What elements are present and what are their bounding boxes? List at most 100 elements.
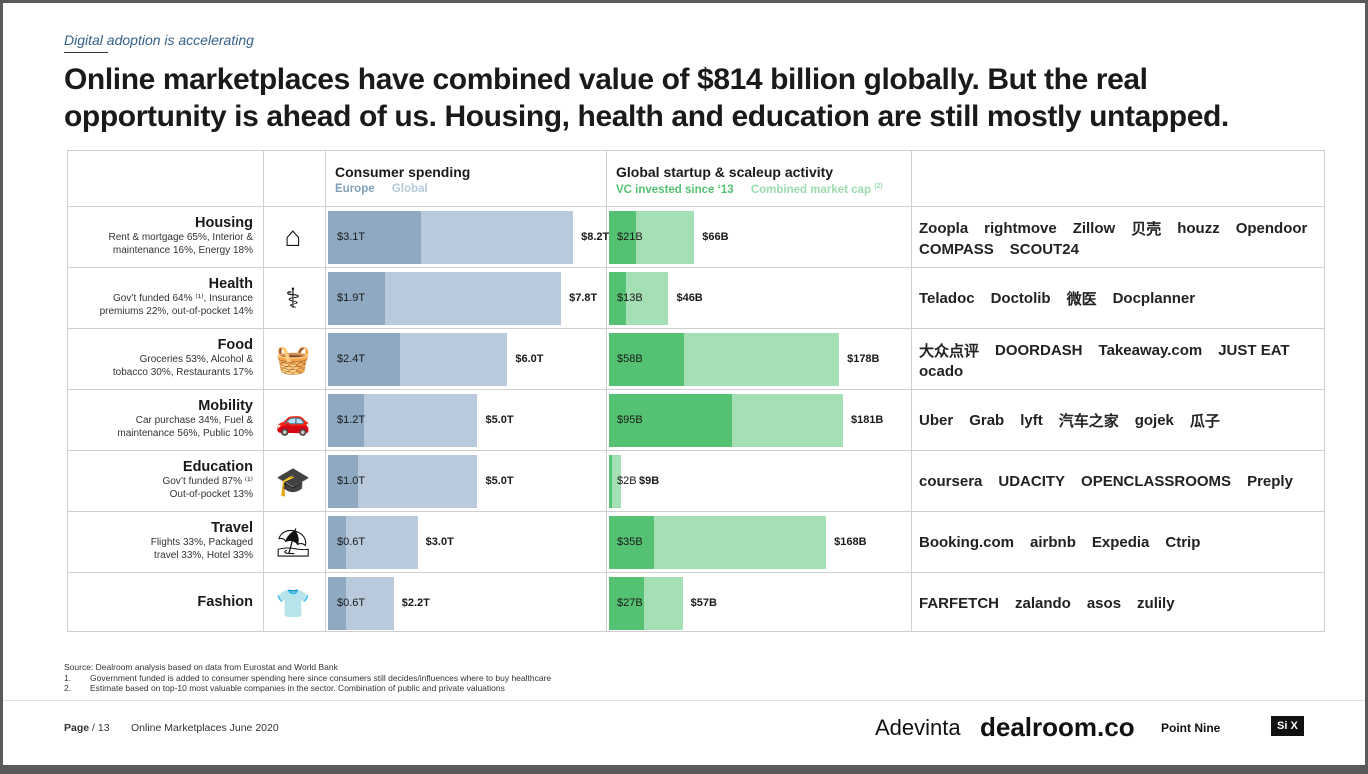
table-row: Food Groceries 53%, Alcohol & tobacco 30%,…	[67, 329, 1325, 390]
company-logo: Expedia	[1091, 534, 1150, 551]
footnote-source: Source: Dealroom analysis based on data …	[64, 662, 338, 672]
footnotes: Source: Dealroom analysis based on data …	[64, 662, 551, 694]
label-vc-value: $95B	[617, 414, 643, 426]
table-divider-icon	[263, 150, 264, 632]
legend-market-cap-label: Combined market cap	[750, 183, 871, 196]
footnote-2: 2. Estimate based on top-10 most valuable…	[64, 683, 551, 694]
category-description: Gov’t funded 64% ⁽¹⁾, Insurance premiums …	[71, 293, 253, 318]
bar-vc-invested-education	[609, 455, 612, 508]
bar-vc-invested-food	[609, 333, 684, 386]
table-border-left	[67, 150, 68, 632]
footnote-1-number: 1.	[64, 672, 72, 683]
consumer-spending-header: Consumer spending Europe Global	[335, 164, 470, 195]
category-description: Gov’t funded 87% ⁽¹⁾ Out-of-pocket 13%	[71, 476, 253, 501]
company-logo: 微医	[1066, 291, 1097, 308]
document-title: Online Marketplaces June 2020	[131, 722, 279, 734]
company-logo: 贝壳	[1131, 220, 1162, 238]
table-border-right	[1324, 150, 1325, 632]
category-name: Mobility	[198, 398, 253, 414]
row-divider	[67, 328, 1325, 329]
label-europe-value: $1.9T	[337, 292, 366, 304]
company-logo: Ctrip	[1165, 534, 1201, 551]
row-divider	[67, 267, 1325, 268]
company-logo: Zoopla	[919, 219, 969, 237]
six-logo: Si X	[1271, 716, 1304, 736]
category-description: Groceries 53%, Alcohol & tobacco 30%, Res…	[71, 354, 253, 379]
company-logo: ocado	[919, 362, 964, 380]
label-europe-value: $2.4T	[337, 353, 366, 365]
company-logo: Grab	[969, 412, 1005, 429]
company-logos: 大众点评 DOORDASH Takeaway.com JUST EAT ocado	[915, 329, 1323, 390]
kicker: Digital adoption is accelerating	[64, 32, 254, 48]
footer-separator	[3, 700, 1365, 701]
label-market-cap-value: $168B	[834, 536, 867, 548]
table-border-bottom	[67, 631, 1325, 632]
bar-europe-food	[328, 333, 400, 386]
category-description-line-1: Rent & mortgage 65%, Interior &	[108, 232, 253, 243]
label-vc-value: $13B	[617, 292, 643, 304]
table-row: Travel Flights 33%, Packaged travel 33%, H…	[67, 512, 1325, 573]
category-description: Flights 33%, Packaged travel 33%, Hotel 3…	[71, 537, 253, 562]
company-logo: OPENCLASSROOMS	[1081, 473, 1232, 490]
startup-activity-title: Global startup & scaleup activity	[616, 164, 834, 180]
legend-europe: Europe	[335, 183, 375, 195]
label-europe-value: $0.6T	[337, 597, 366, 609]
company-logo: Takeaway.com	[1098, 341, 1203, 359]
legend-market-cap: Combined market cap (2)	[750, 183, 883, 196]
company-logo: zalando	[1015, 595, 1071, 612]
company-logo: Opendoor	[1235, 219, 1308, 237]
adevinta-logo: Adevinta	[875, 715, 961, 740]
company-logo: DOORDASH	[995, 341, 1083, 359]
label-europe-value: $3.1T	[337, 231, 366, 243]
label-europe-value: $0.6T	[337, 536, 366, 548]
bar-europe-mobility	[328, 394, 364, 447]
label-global-value: $8.2T	[581, 231, 610, 243]
doctor-icon: ⚕	[285, 282, 301, 314]
company-logo: FARFETCH	[919, 595, 999, 612]
company-logo: Preply	[1247, 473, 1293, 490]
company-logo: UDACITY	[998, 473, 1066, 490]
legend-market-cap-note: (2)	[874, 183, 883, 190]
bar-europe-health	[328, 272, 385, 325]
category-description-line-1: Groceries 53%, Alcohol &	[139, 354, 253, 365]
label-market-cap-value: $46B	[676, 292, 703, 304]
company-logo: 大众点评	[919, 342, 980, 360]
category-description-line-2: Out-of-pocket 13%	[169, 488, 253, 500]
table-row: Fashion 👕 $0.6T $2.2T $27B $57B FARFETCH zaland…	[67, 573, 1325, 634]
house-icon: ⌂	[284, 221, 302, 252]
label-europe-value: $1.0T	[337, 475, 366, 487]
label-vc-value: $35B	[617, 536, 643, 548]
label-vc-value: $2B	[617, 475, 637, 487]
category-description: Car purchase 34%, Fuel & maintenance 56%,…	[71, 415, 253, 440]
company-logo: SCOUT24	[1009, 240, 1079, 258]
company-logo: Teladoc	[919, 290, 975, 307]
label-market-cap-value: $9B	[639, 475, 660, 487]
category-name: Education	[182, 459, 253, 475]
category-description-line-2: travel 33%, Hotel 33%	[154, 549, 253, 561]
car-icon: 🚗	[275, 404, 311, 436]
category-description-line-1: Gov’t funded 87% ⁽¹⁾	[162, 476, 253, 487]
category-description-line-1: Car purchase 34%, Fuel &	[135, 415, 253, 426]
category-description-line-2: maintenance 16%, Energy 18%	[112, 244, 253, 256]
bar-europe-fashion	[328, 577, 346, 630]
table-row: Education Gov’t funded 87% ⁽¹⁾ Out-of-pock…	[67, 451, 1325, 512]
category-description-line-1: Flights 33%, Packaged	[150, 537, 253, 548]
startup-activity-header: Global startup & scaleup activity VC inv…	[616, 164, 883, 196]
company-logo: COMPASS	[919, 240, 994, 258]
category-name: Health	[208, 276, 253, 292]
company-logos: Teladoc Doctolib 微医 Docplanner	[915, 268, 1323, 329]
row-divider	[67, 206, 1325, 207]
label-vc-value: $21B	[617, 231, 643, 243]
bar-vc-invested-fashion	[609, 577, 644, 630]
category-name: Fashion	[197, 594, 253, 610]
category-label: Food Groceries 53%, Alcohol & tobacco 30%,…	[71, 337, 253, 379]
legend-vc-invested: VC invested since ‘13	[616, 183, 734, 196]
label-market-cap-value: $181B	[850, 414, 884, 426]
page-total: / 13	[92, 722, 110, 734]
bar-europe-housing	[328, 211, 421, 264]
company-logo: 汽车之家	[1058, 413, 1119, 430]
row-divider	[67, 450, 1325, 451]
category-description-line-2: premiums 22%, out-of-pocket 14%	[99, 305, 253, 317]
headline: Online marketplaces have combined value …	[64, 63, 1229, 133]
company-logo: airbnb	[1030, 534, 1076, 551]
